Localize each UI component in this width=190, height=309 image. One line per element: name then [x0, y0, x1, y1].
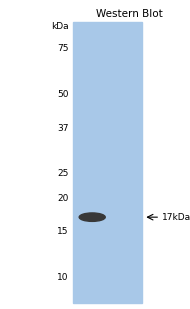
- Text: 75: 75: [57, 44, 69, 53]
- Text: kDa: kDa: [51, 22, 69, 31]
- Text: 50: 50: [57, 90, 69, 99]
- Text: 37: 37: [57, 124, 69, 133]
- Bar: [73, 22, 142, 303]
- Text: 20: 20: [58, 194, 69, 203]
- Ellipse shape: [79, 213, 105, 221]
- Text: 25: 25: [58, 169, 69, 178]
- Text: 10: 10: [57, 273, 69, 282]
- Text: Western Blot: Western Blot: [96, 9, 163, 19]
- Text: 17kDa: 17kDa: [162, 213, 190, 222]
- Text: 15: 15: [57, 227, 69, 236]
